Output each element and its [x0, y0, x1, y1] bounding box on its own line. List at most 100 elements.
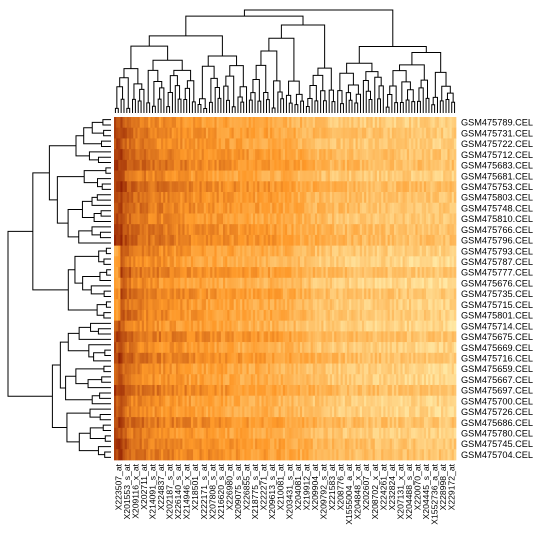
heatmap-cell [223, 406, 226, 418]
heatmap-cell [248, 224, 252, 236]
heatmap-cell [426, 149, 429, 161]
heatmap-cell [291, 192, 294, 204]
heatmap-cell [432, 395, 435, 407]
heatmap-cell [193, 384, 196, 397]
heatmap-cell [287, 395, 290, 407]
heatmap-cell [415, 288, 418, 300]
heatmap-cell [180, 288, 183, 300]
heatmap-cell [178, 331, 181, 343]
heatmap-cell [173, 309, 177, 322]
heatmap-cell [116, 331, 119, 343]
heatmap-cell [240, 127, 243, 139]
heatmap-cell [156, 363, 160, 375]
heatmap-cell [381, 363, 384, 375]
heatmap-cell [143, 234, 147, 246]
heatmap-cell [287, 256, 290, 268]
heatmap-cell [327, 234, 331, 246]
heatmap-cell [359, 267, 363, 279]
heatmap-cell [122, 299, 126, 311]
heatmap-cell [312, 181, 316, 193]
row-dendrogram-link [103, 312, 111, 319]
heatmap-cell [383, 192, 386, 204]
heatmap-cell [242, 181, 245, 193]
heatmap-cell [152, 159, 155, 171]
heatmap-cell [223, 342, 226, 354]
heatmap-cell [137, 352, 140, 364]
heatmap-cell [257, 299, 260, 311]
heatmap-cell [163, 417, 166, 429]
heatmap-cell [233, 406, 237, 418]
heatmap-cell [167, 213, 170, 225]
heatmap-cell [161, 417, 164, 429]
heatmap-cell [171, 417, 175, 429]
heatmap-cell [143, 299, 147, 311]
heatmap-cell [353, 374, 356, 386]
heatmap-cell [124, 299, 128, 311]
heatmap-cell [171, 342, 175, 354]
heatmap-cell [210, 406, 213, 418]
heatmap-cell [342, 288, 346, 300]
heatmap-cell [385, 117, 388, 129]
heatmap-cell [133, 352, 136, 364]
heatmap-cell [329, 288, 333, 300]
heatmap-cell [443, 138, 446, 150]
heatmap-cell [432, 213, 435, 225]
heatmap-cell [163, 406, 166, 418]
heatmap-cell [351, 374, 354, 386]
heatmap-cell [376, 192, 380, 204]
heatmap-cell [404, 117, 408, 129]
heatmap-cell [255, 138, 258, 150]
heatmap-cell [398, 170, 401, 182]
heatmap-cell [357, 352, 361, 364]
heatmap-cell [122, 352, 126, 364]
heatmap-cell [250, 138, 254, 150]
heatmap-cell [441, 192, 444, 204]
heatmap-cell [387, 363, 391, 375]
heatmap-cell [282, 417, 286, 429]
heatmap-cell [404, 245, 408, 257]
heatmap-cell [338, 395, 341, 407]
heatmap-cell [237, 299, 241, 311]
heatmap-cell [400, 309, 403, 322]
heatmap-cell [257, 224, 260, 236]
heatmap-cell [116, 395, 119, 407]
heatmap-cell [285, 406, 288, 418]
heatmap-cell [216, 331, 220, 343]
heatmap-cell [413, 395, 416, 407]
heatmap-cell [408, 213, 412, 225]
heatmap-cell [139, 127, 143, 139]
heatmap-cell [158, 406, 162, 418]
heatmap-cell [233, 181, 237, 193]
heatmap-cell [443, 149, 446, 161]
heatmap-cell [306, 256, 309, 268]
heatmap-cell [430, 213, 433, 225]
heatmap-cell [165, 181, 168, 193]
heatmap-cell [270, 170, 273, 182]
heatmap-cell [428, 138, 431, 150]
heatmap-cell [302, 374, 305, 386]
heatmap-cell [255, 192, 258, 204]
heatmap-cell [265, 192, 269, 204]
heatmap-cell [325, 352, 329, 364]
heatmap-cell [199, 342, 202, 354]
heatmap-cell [419, 288, 423, 300]
heatmap-cell [257, 117, 260, 129]
heatmap-cell [408, 170, 412, 182]
heatmap-cell [342, 299, 346, 311]
heatmap-cell [302, 331, 305, 343]
heatmap-cell [210, 181, 213, 193]
heatmap-cell [171, 256, 175, 268]
heatmap-cell [250, 192, 254, 204]
heatmap-cell [340, 234, 344, 246]
heatmap-cell [436, 363, 440, 375]
heatmap-cell [163, 395, 166, 407]
heatmap-cell [419, 192, 423, 204]
heatmap-cell [426, 245, 429, 257]
heatmap-cell [361, 320, 365, 332]
heatmap-cell [287, 181, 290, 193]
heatmap-cell [312, 331, 316, 343]
heatmap-cell [285, 417, 288, 429]
heatmap-cell [430, 149, 433, 161]
heatmap-cell [436, 427, 440, 439]
heatmap-cell [336, 352, 339, 364]
